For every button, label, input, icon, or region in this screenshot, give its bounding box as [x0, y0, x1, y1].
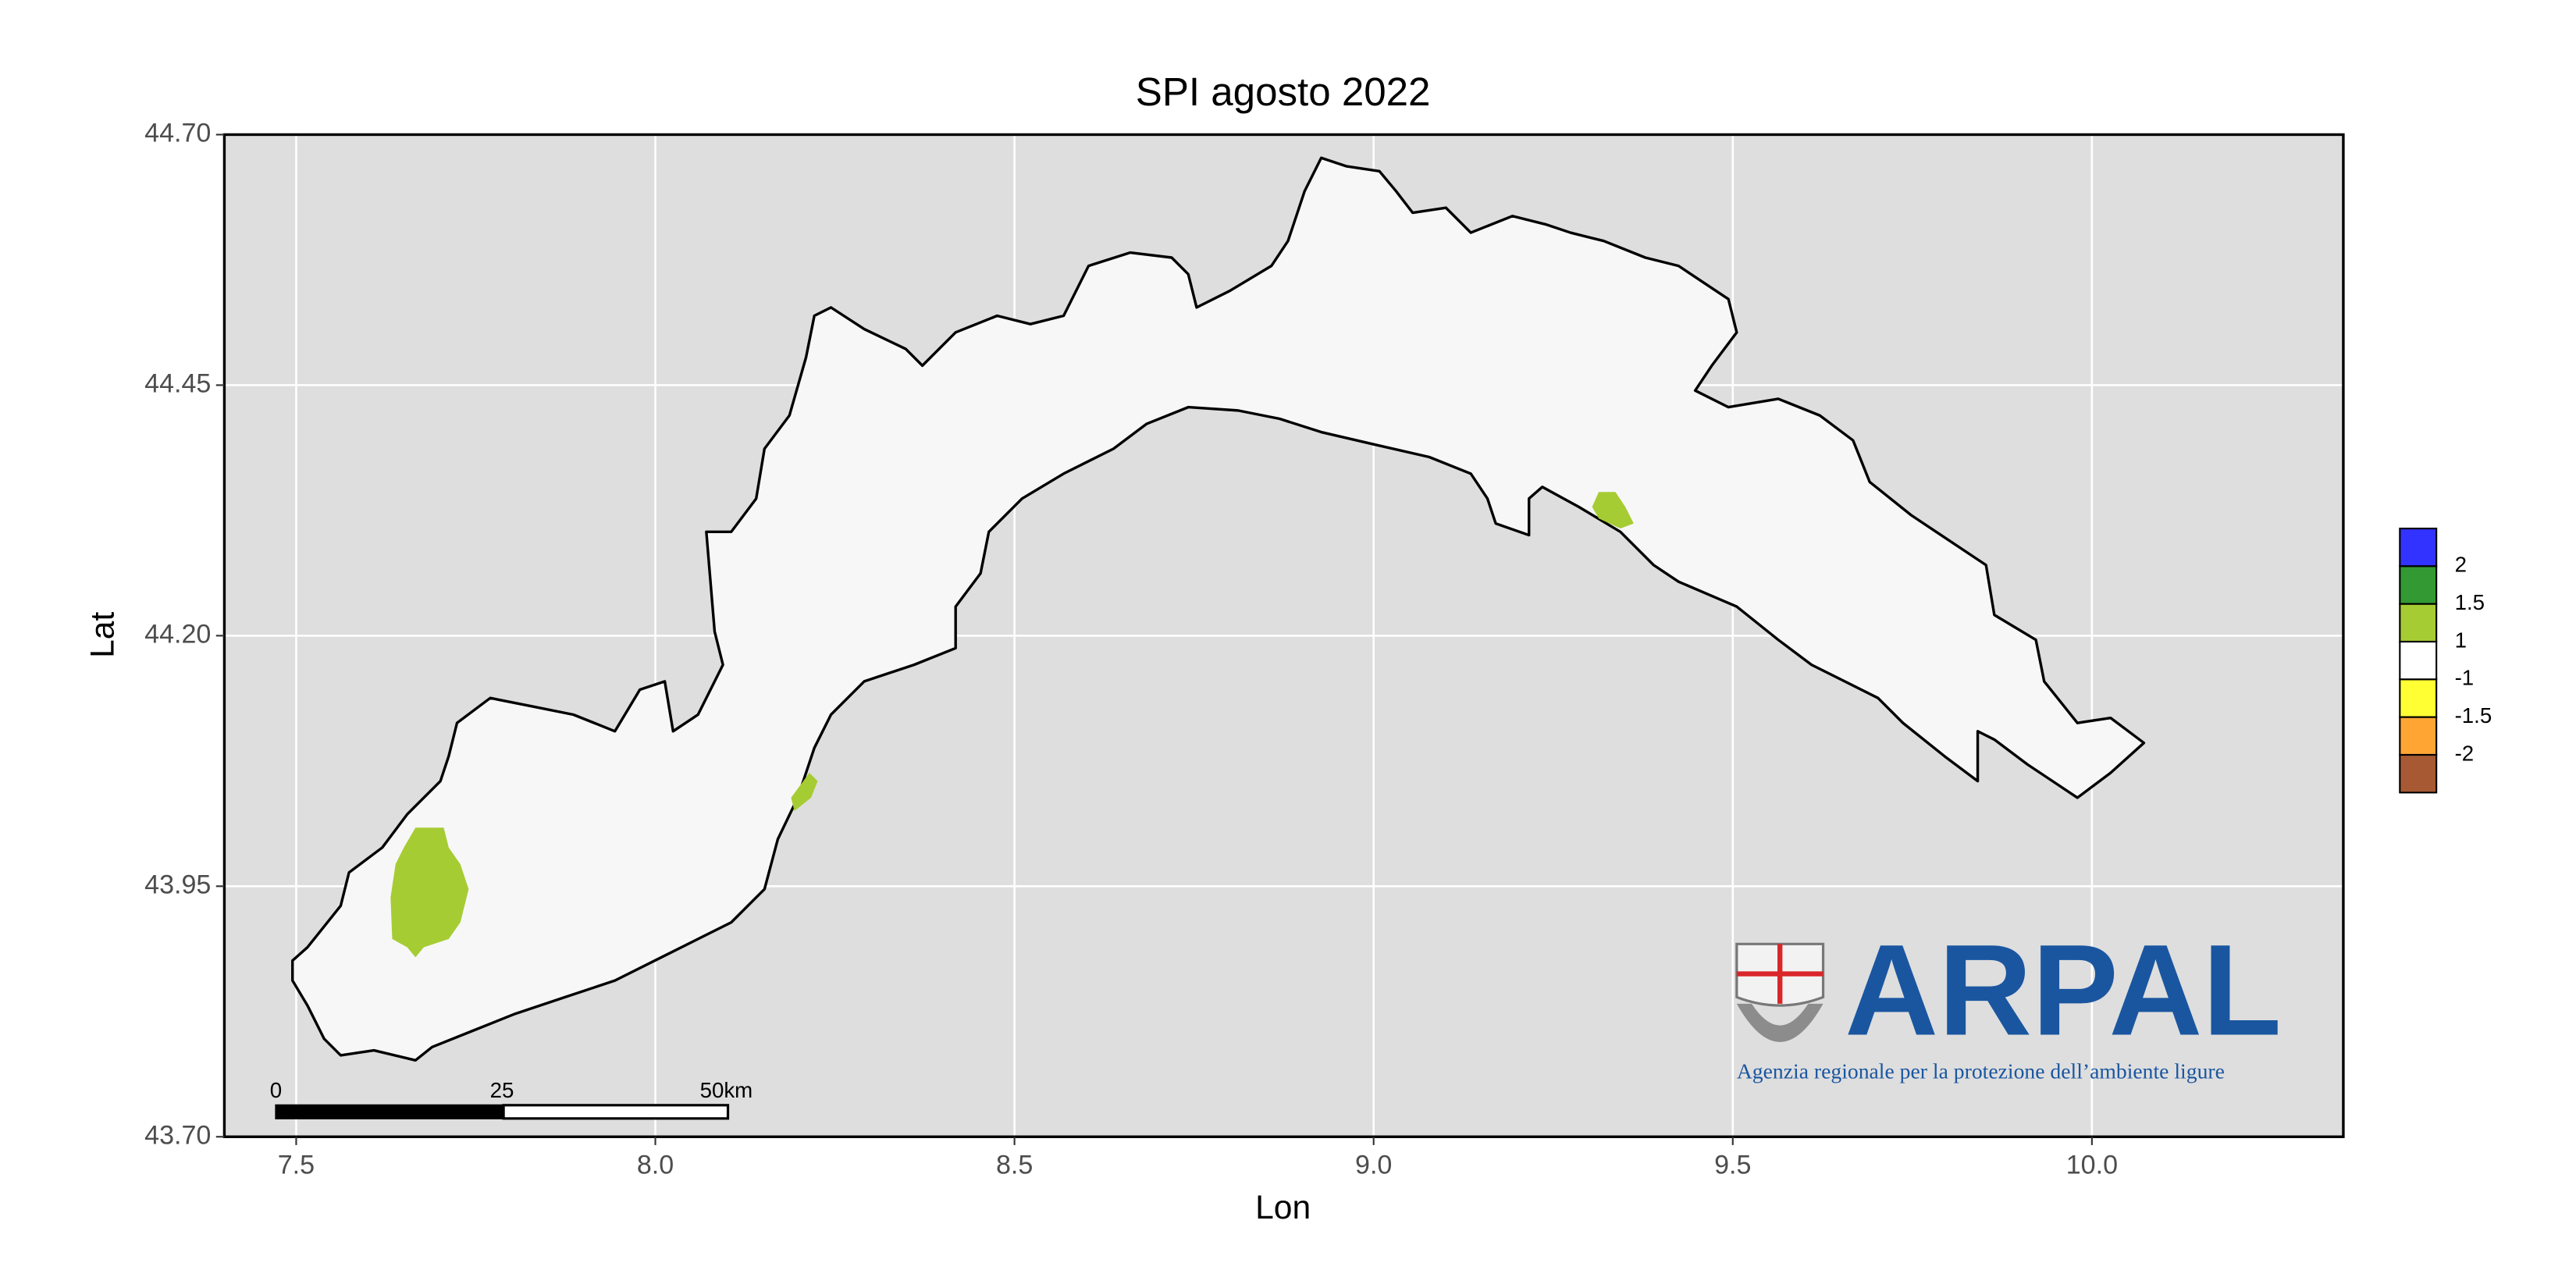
x-tick-label: 8.5	[996, 1151, 1033, 1180]
legend-swatch	[2399, 565, 2438, 605]
y-axis-title: Lat	[84, 612, 121, 658]
legend-label: -1.5	[2455, 703, 2492, 728]
legend-swatch	[2399, 640, 2438, 681]
x-tick-label: 9.5	[1714, 1151, 1751, 1180]
legend-swatch	[2399, 678, 2438, 718]
spi-patch	[390, 827, 469, 958]
logo-arc	[1736, 1003, 1823, 1042]
scale-bar-segment	[275, 1104, 505, 1119]
scale-bar-label: 25	[490, 1078, 514, 1102]
x-tick-label: 7.5	[278, 1151, 315, 1180]
spi-patch	[791, 773, 818, 811]
legend-label: -1	[2455, 666, 2475, 690]
legend-label: 1	[2455, 628, 2467, 652]
logo-tagline: Agenzia regionale per la protezione dell…	[1737, 1059, 2225, 1083]
legend-label: -2	[2455, 741, 2475, 765]
legend-swatch	[2399, 716, 2438, 756]
logo-name: ARPAL	[1845, 919, 2282, 1063]
y-tick-label: 44.45	[144, 368, 211, 398]
x-axis-title: Lon	[1255, 1189, 1311, 1226]
y-tick-label: 43.95	[144, 870, 211, 899]
y-tick-label: 43.70	[144, 1120, 211, 1150]
y-tick-label: 44.20	[144, 619, 211, 649]
scale-bar-label: 0	[270, 1078, 282, 1102]
region-liguria	[291, 156, 2146, 1062]
legend-swatch	[2399, 603, 2438, 643]
legend-label: 1.5	[2455, 590, 2485, 614]
legend-swatch	[2399, 527, 2438, 568]
legend: 2 1.5 1 -1 -1.5 -2	[2399, 527, 2492, 794]
legend-swatch	[2399, 753, 2438, 794]
x-tick-label: 8.0	[637, 1151, 674, 1180]
scale-bar-segment	[502, 1104, 730, 1120]
chart-title: SPI agosto 2022	[1136, 69, 1431, 114]
scale-bar-label: 50km	[700, 1078, 753, 1102]
y-tick-label: 44.70	[144, 118, 211, 148]
legend-label: 2	[2455, 553, 2467, 577]
x-tick-label: 10.0	[2066, 1151, 2118, 1180]
logo: ARPAL Agenzia regionale per la protezion…	[1735, 919, 2282, 1083]
x-tick-label: 9.0	[1355, 1151, 1392, 1180]
spi-patch	[1592, 492, 1634, 529]
